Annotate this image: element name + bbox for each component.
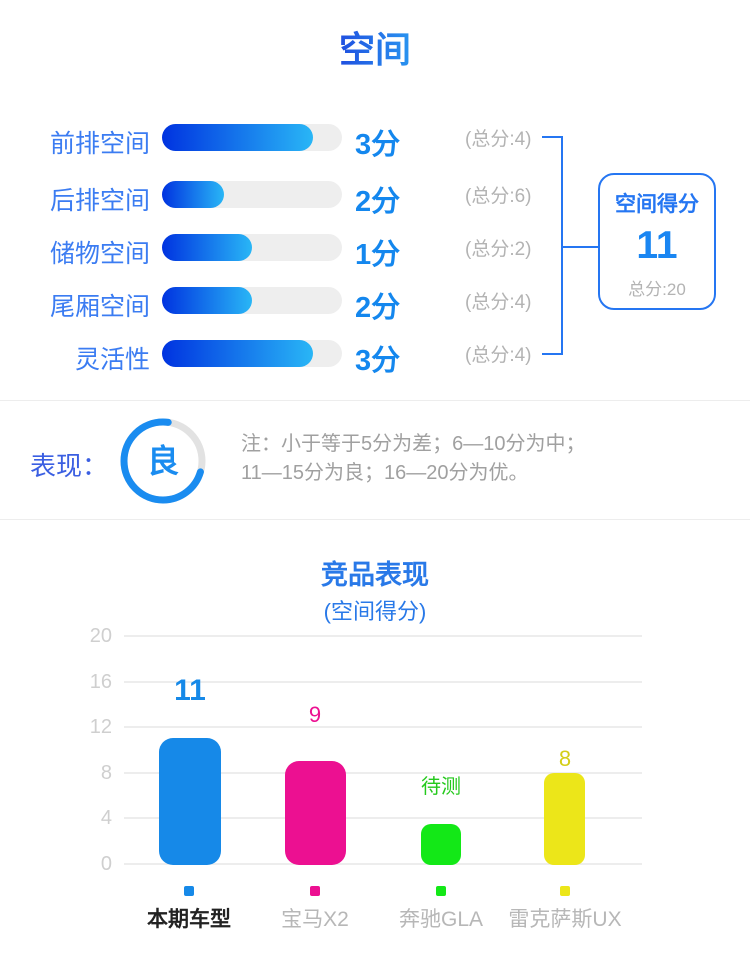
svg-text:4: 4: [101, 807, 112, 829]
svg-text:待测: 待测: [421, 775, 461, 798]
svg-text:8: 8: [101, 762, 112, 784]
svg-text:11: 11: [174, 674, 206, 707]
svg-text:8: 8: [559, 746, 571, 771]
svg-text:9: 9: [309, 702, 321, 727]
svg-text:12: 12: [90, 716, 112, 738]
svg-text:16: 16: [90, 671, 112, 693]
svg-text:20: 20: [90, 625, 112, 647]
svg-text:0: 0: [101, 853, 112, 875]
